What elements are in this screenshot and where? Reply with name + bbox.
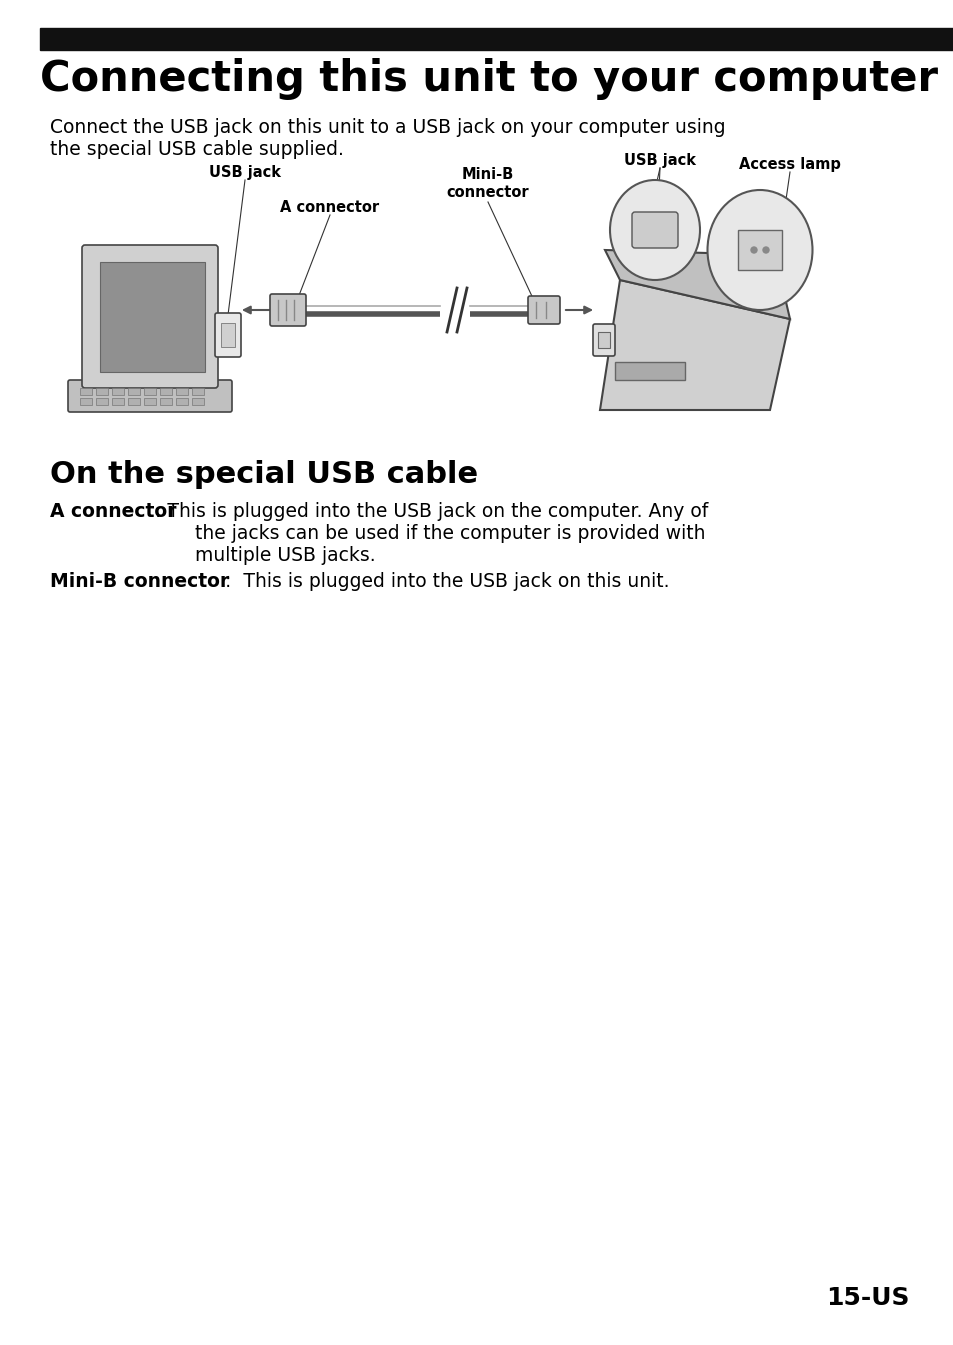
- Text: 15-US: 15-US: [825, 1286, 909, 1310]
- Text: On the special USB cable: On the special USB cable: [50, 460, 477, 490]
- Bar: [192, 398, 204, 405]
- Bar: [738, 230, 781, 270]
- Bar: [144, 398, 156, 405]
- Bar: [160, 387, 172, 395]
- Text: Connecting this unit to your computer: Connecting this unit to your computer: [40, 58, 937, 100]
- Bar: [615, 362, 684, 381]
- Text: connector: connector: [446, 186, 529, 200]
- Bar: [175, 387, 188, 395]
- Bar: [128, 398, 140, 405]
- Polygon shape: [599, 280, 789, 410]
- FancyBboxPatch shape: [270, 295, 306, 325]
- Text: multiple USB jacks.: multiple USB jacks.: [194, 546, 375, 565]
- Bar: [96, 387, 108, 395]
- Bar: [160, 398, 172, 405]
- Bar: [221, 323, 234, 347]
- FancyBboxPatch shape: [631, 213, 678, 247]
- Text: the special USB cable supplied.: the special USB cable supplied.: [50, 140, 343, 159]
- Bar: [144, 387, 156, 395]
- Bar: [598, 332, 609, 348]
- Text: : This is plugged into the USB jack on the computer. Any of: : This is plugged into the USB jack on t…: [154, 502, 707, 521]
- FancyBboxPatch shape: [82, 245, 218, 387]
- FancyBboxPatch shape: [68, 381, 232, 412]
- Circle shape: [750, 247, 757, 253]
- Polygon shape: [604, 250, 789, 319]
- Bar: [128, 387, 140, 395]
- Text: ψ: ψ: [224, 330, 232, 340]
- Text: Mini-B connector: Mini-B connector: [50, 572, 229, 590]
- FancyBboxPatch shape: [214, 313, 241, 356]
- Circle shape: [762, 247, 768, 253]
- FancyBboxPatch shape: [527, 296, 559, 324]
- Text: A connector: A connector: [280, 200, 379, 215]
- Text: A connector: A connector: [50, 502, 176, 521]
- Bar: [96, 398, 108, 405]
- Bar: [192, 387, 204, 395]
- Bar: [80, 398, 91, 405]
- Bar: [100, 262, 205, 373]
- Bar: [175, 398, 188, 405]
- Text: the jacks can be used if the computer is provided with: the jacks can be used if the computer is…: [194, 525, 705, 543]
- Text: Access lamp: Access lamp: [739, 157, 840, 172]
- FancyBboxPatch shape: [593, 324, 615, 356]
- Bar: [112, 398, 124, 405]
- Text: USB jack: USB jack: [623, 153, 696, 168]
- Text: USB jack: USB jack: [209, 165, 281, 180]
- Text: Mini-B: Mini-B: [461, 167, 514, 182]
- Ellipse shape: [609, 180, 700, 280]
- Bar: [112, 387, 124, 395]
- Bar: [80, 387, 91, 395]
- Ellipse shape: [707, 190, 812, 309]
- Text: Connect the USB jack on this unit to a USB jack on your computer using: Connect the USB jack on this unit to a U…: [50, 118, 725, 137]
- Text: :  This is plugged into the USB jack on this unit.: : This is plugged into the USB jack on t…: [225, 572, 669, 590]
- Bar: [40, 28, 953, 50]
